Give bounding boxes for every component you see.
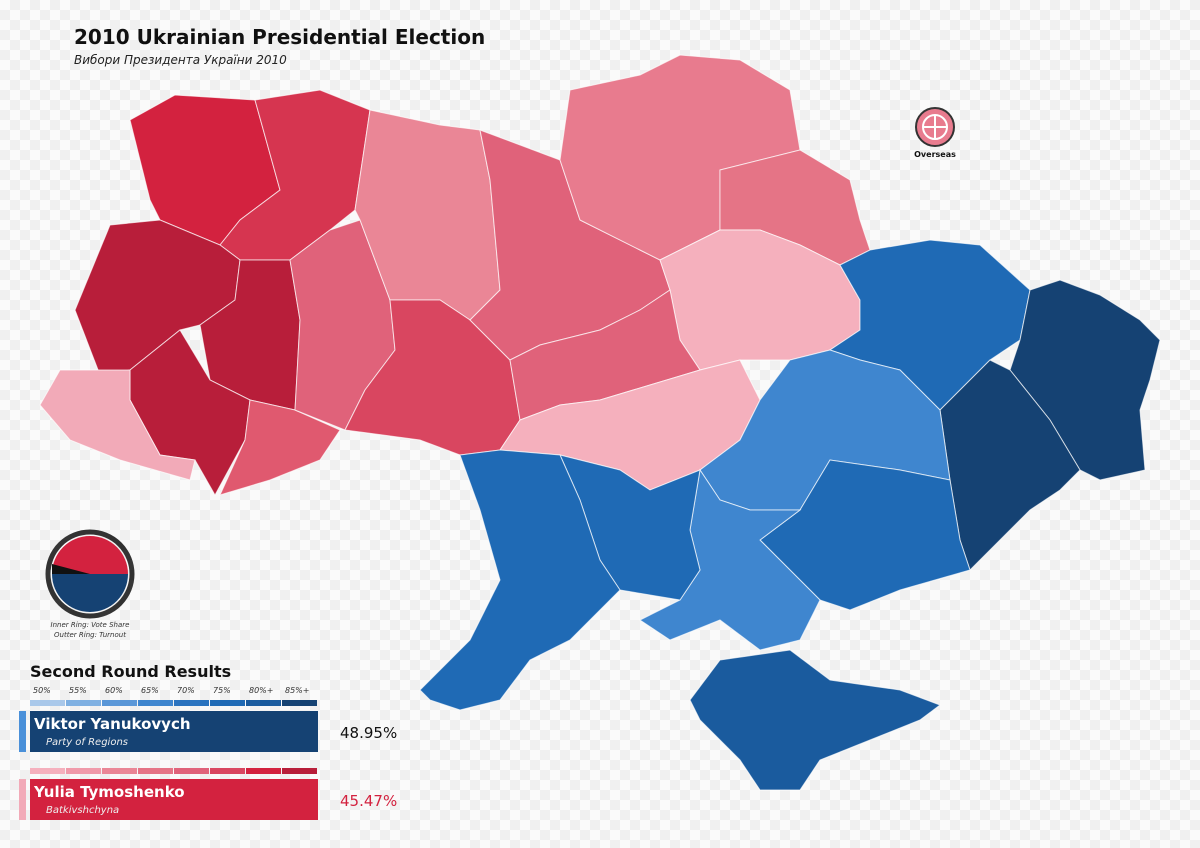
- ring-note: Inner Ring: Vote Share: [51, 621, 130, 629]
- candidate-share: 45.47%: [340, 792, 397, 810]
- scale-swatch: [282, 768, 317, 774]
- scale-label: 70%: [177, 686, 195, 695]
- overseas-icon: [915, 107, 955, 147]
- ring-key: [45, 529, 135, 619]
- scale-swatch: [66, 700, 101, 706]
- scale-swatch: [102, 700, 137, 706]
- legend: 50% 55% 60% 65% 70% 75% 80%+ 85%+ Viktor Yanukov…: [19, 686, 397, 820]
- scale-label: 75%: [213, 686, 231, 695]
- scale-swatch: [138, 768, 173, 774]
- candidate-party: Party of Regions: [46, 737, 128, 748]
- title: 2010 Ukrainian Presidential Election: [74, 25, 485, 49]
- region: [39, 369, 196, 481]
- scale-label: 65%: [141, 686, 159, 695]
- candidate-name: Viktor Yanukovych: [34, 715, 191, 733]
- scale-label: 85%+: [285, 686, 309, 695]
- candidate-strip: [19, 711, 26, 752]
- candidate-share: 48.95%: [340, 724, 397, 742]
- scale-swatch: [246, 700, 281, 706]
- subtitle: Вибори Президента України 2010: [74, 53, 287, 67]
- scale-swatch: [66, 768, 101, 774]
- candidate-strip: [19, 779, 26, 820]
- scale-swatch: [210, 768, 245, 774]
- ring-note: Outter Ring: Turnout: [54, 631, 126, 639]
- candidate-name: Yulia Tymoshenko: [33, 783, 185, 801]
- region: [419, 449, 621, 711]
- candidate-box: [30, 711, 318, 752]
- scale-swatch: [174, 768, 209, 774]
- scale-label: 60%: [105, 686, 123, 695]
- scale-label: 80%+: [249, 686, 273, 695]
- results-title: Second Round Results: [30, 662, 231, 681]
- scale-swatch: [102, 768, 137, 774]
- scale-swatch: [282, 700, 317, 706]
- scale-label: 55%: [69, 686, 87, 695]
- overseas-label: Overseas: [914, 150, 956, 159]
- region: [689, 649, 942, 791]
- candidate-party: Batkivshchyna: [46, 805, 119, 816]
- scale-swatch: [138, 700, 173, 706]
- scale-swatch: [30, 700, 65, 706]
- map: [39, 54, 1161, 791]
- scale-swatch: [174, 700, 209, 706]
- scale-label: 50%: [33, 686, 51, 695]
- region: [219, 399, 341, 496]
- candidate-box: [30, 779, 318, 820]
- scale-swatch: [210, 700, 245, 706]
- scale-swatch: [30, 768, 65, 774]
- scale-swatch: [246, 768, 281, 774]
